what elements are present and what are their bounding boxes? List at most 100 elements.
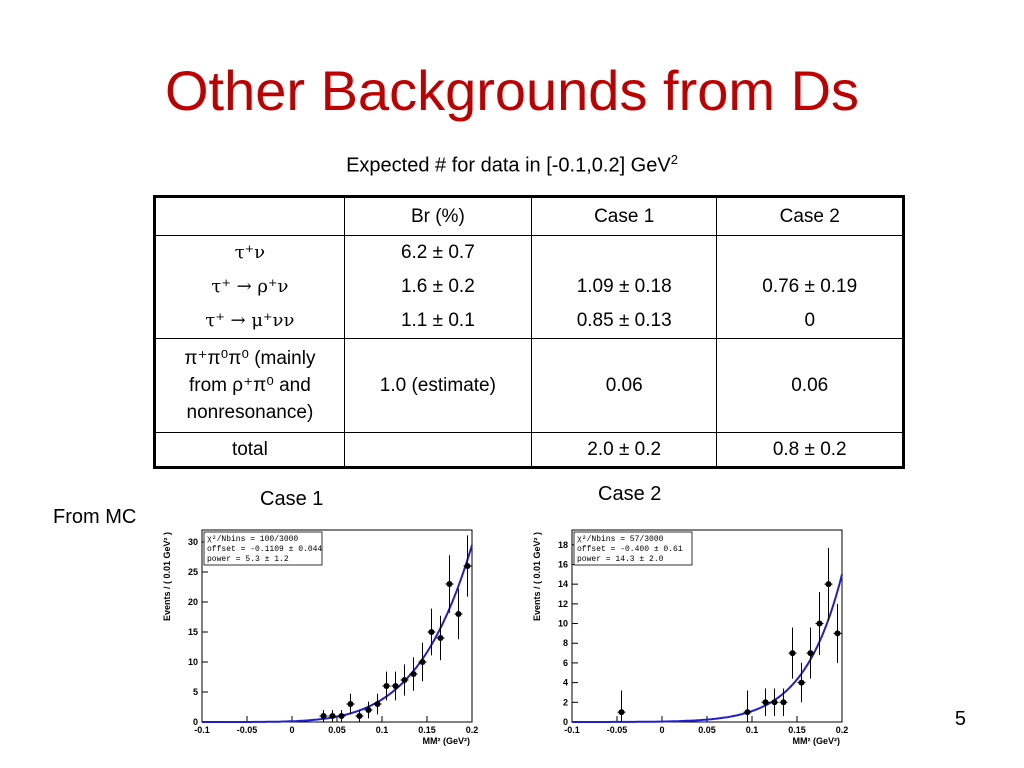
x-tick-label: -0.05 — [237, 725, 258, 735]
case2-label: Case 2 — [598, 483, 662, 505]
x-tick-label: 0.2 — [466, 725, 479, 735]
br-value: 6.2 ± 0.7 — [400, 242, 475, 263]
x-axis-title: MM² (GeV²) — [423, 736, 471, 746]
y-tick-label: 20 — [188, 597, 198, 607]
case2-cell: 0.76 ± 0.19 0 — [716, 235, 904, 339]
table-total-row: total 2.0 ± 0.2 0.8 ± 0.2 — [154, 432, 904, 468]
data-point — [807, 650, 814, 657]
total-br — [343, 432, 532, 468]
slide-subtitle: Expected # for data in [-0.1,0.2] GeV2 — [0, 152, 1024, 178]
stat-line: offset = -0.400 ± 0.61 — [577, 545, 683, 554]
data-point — [834, 630, 841, 637]
table-header-row: Br (%) Case 1 Case 2 — [154, 196, 904, 236]
stat-box — [573, 531, 693, 566]
data-point — [320, 713, 327, 719]
table-row: π⁺π⁰π⁰ (mainly from ρ⁺π⁰ and nonresonanc… — [154, 338, 904, 433]
data-point — [825, 581, 832, 588]
data-point — [329, 713, 336, 719]
y-axis-title: Events / ( 0.01 GeV² ) — [532, 532, 542, 621]
data-point — [392, 683, 399, 689]
y-tick-label: 18 — [558, 540, 568, 550]
y-tick-label: 15 — [188, 627, 198, 637]
x-tick-label: 0 — [289, 725, 294, 735]
header-cell: Case 1 — [530, 196, 718, 236]
mode-line: nonresonance) — [186, 402, 314, 423]
y-tick-label: 0 — [563, 717, 568, 727]
subtitle-sup: 2 — [670, 152, 678, 167]
br-cell: 1.0 (estimate) — [343, 338, 532, 433]
br-value: 1.1 ± 0.1 — [400, 310, 475, 331]
data-point — [618, 709, 625, 716]
subtitle-text: Expected # for data in [-0.1,0.2] GeV — [346, 154, 671, 177]
data-point — [338, 713, 345, 719]
data-point — [437, 635, 444, 641]
data-point — [356, 713, 363, 719]
y-tick-label: 25 — [188, 567, 198, 577]
mode-line: from ρ⁺π⁰ and — [188, 375, 311, 396]
mode: τ⁺ → μ⁺νν — [205, 310, 295, 331]
backgrounds-table: Br (%) Case 1 Case 2 τ⁺ν τ⁺ → ρ⁺ν τ⁺ → μ… — [153, 195, 905, 469]
x-axis-title: MM² (GeV²) — [793, 736, 841, 746]
mode-line: π⁺π⁰π⁰ (mainly — [184, 348, 316, 369]
stat-box — [203, 531, 323, 566]
stat-line: power = 5.3 ± 1.2 — [207, 555, 289, 564]
x-tick-label: 0.1 — [376, 725, 389, 735]
y-tick-label: 14 — [558, 579, 568, 589]
stat-line: power = 14.3 ± 2.0 — [577, 555, 664, 564]
y-tick-label: 30 — [188, 537, 198, 547]
data-point — [410, 671, 417, 677]
mode-cell: τ⁺ν τ⁺ → ρ⁺ν τ⁺ → μ⁺νν — [154, 235, 345, 339]
from-mc-label: From MC — [53, 506, 137, 528]
y-tick-label: 6 — [563, 658, 568, 668]
br-cell: 6.2 ± 0.7 1.6 ± 0.2 1.1 ± 0.1 — [343, 235, 532, 339]
x-tick-label: -0.1 — [194, 725, 210, 735]
y-tick-label: 0 — [193, 717, 198, 727]
x-tick-label: 0.1 — [746, 725, 759, 735]
stat-line: χ²/Nbins = 100/3000 — [207, 535, 298, 544]
case1-cell: 0.06 — [530, 338, 718, 433]
header-cell: Br (%) — [343, 196, 532, 236]
case1-label: Case 1 — [260, 488, 324, 510]
y-tick-label: 16 — [558, 559, 568, 569]
header-cell — [154, 196, 345, 236]
x-tick-label: 0.05 — [328, 725, 346, 735]
x-tick-label: 0.05 — [698, 725, 716, 735]
case1-value: 0.85 ± 0.13 — [576, 310, 672, 331]
x-tick-label: -0.05 — [607, 725, 628, 735]
mode: τ⁺ → ρ⁺ν — [211, 276, 289, 297]
header-cell: Case 2 — [716, 196, 904, 236]
x-tick-label: 0.15 — [418, 725, 436, 735]
stat-line: χ²/Nbins = 57/3000 — [577, 535, 664, 544]
x-tick-label: 0.2 — [836, 725, 849, 735]
x-tick-label: 0.15 — [788, 725, 806, 735]
y-tick-label: 5 — [193, 687, 198, 697]
fit-curve — [202, 544, 473, 723]
data-point — [762, 699, 769, 706]
case1-value: 1.09 ± 0.18 — [576, 276, 672, 297]
y-axis-title: Events / ( 0.01 GeV² ) — [162, 532, 172, 621]
data-point — [428, 629, 435, 635]
fit-curve — [572, 574, 843, 723]
mode-cell: π⁺π⁰π⁰ (mainly from ρ⁺π⁰ and nonresonanc… — [154, 338, 345, 433]
case2-value: 0.76 ± 0.19 — [762, 276, 858, 297]
data-point — [771, 699, 778, 706]
case2-plot: 0 2 4 6 8 10 12 14 16 18 -0.1 -0.05 0 0.05 0.1 0.15 0.2M… — [532, 529, 849, 746]
table-row: τ⁺ν τ⁺ → ρ⁺ν τ⁺ → μ⁺νν 6.2 ± 0.7 1.6 ± 0… — [154, 235, 904, 339]
case2-value — [721, 236, 898, 270]
case2-cell: 0.06 — [716, 338, 904, 433]
data-point — [347, 701, 354, 707]
y-tick-label: 2 — [563, 697, 568, 707]
data-point — [401, 677, 408, 683]
data-point — [789, 650, 796, 657]
total-label: total — [154, 432, 345, 468]
data-point — [744, 709, 751, 716]
br-value: 1.6 ± 0.2 — [400, 276, 475, 297]
case1-cell: 1.09 ± 0.18 0.85 ± 0.13 — [530, 235, 718, 339]
data-point — [446, 581, 453, 587]
y-tick-label: 10 — [188, 657, 198, 667]
case2-value: 0 — [804, 310, 816, 331]
data-point — [419, 659, 426, 665]
slide-title: Other Backgrounds from Ds — [164, 59, 860, 122]
data-point — [780, 699, 787, 706]
data-point — [455, 611, 462, 617]
